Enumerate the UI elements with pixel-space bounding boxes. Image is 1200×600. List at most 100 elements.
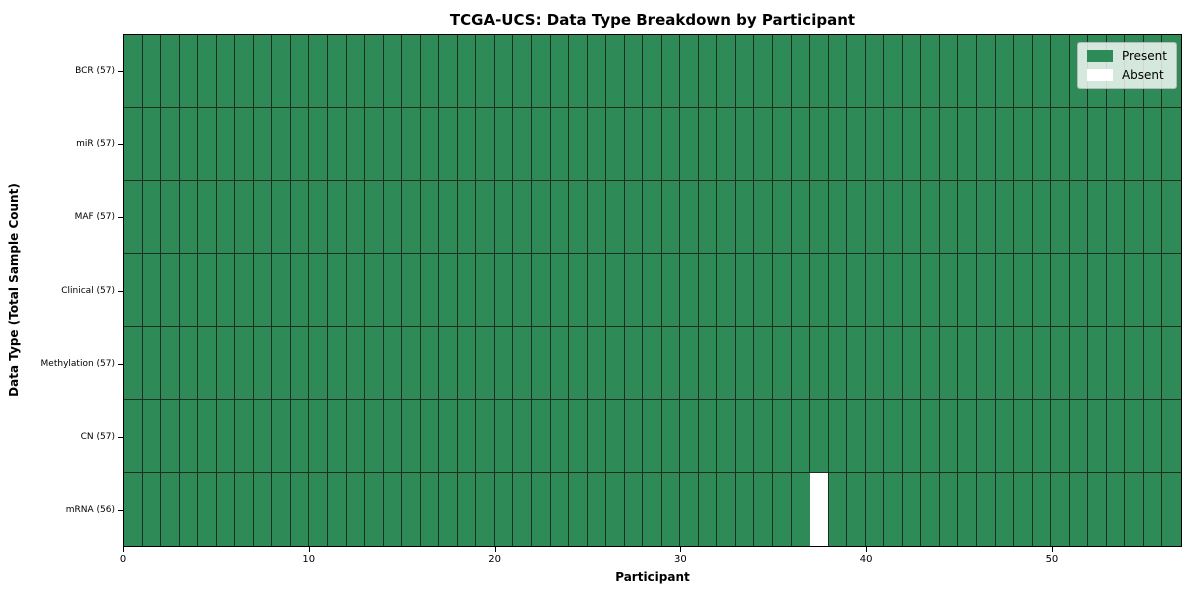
heatmap-cell [272, 473, 291, 546]
heatmap-cell [680, 327, 699, 400]
heatmap-cell [346, 35, 366, 108]
heatmap-cell [346, 254, 366, 327]
heatmap-cell [124, 254, 143, 327]
heatmap-cell [1088, 108, 1107, 181]
heatmap-cell [698, 473, 718, 546]
heatmap-cell [402, 327, 421, 400]
heatmap-cell [531, 254, 551, 327]
heatmap-cell [643, 181, 662, 254]
x-tick-label: 30 [673, 554, 687, 565]
heatmap-cell [865, 108, 885, 181]
heatmap-cell [1032, 473, 1052, 546]
heatmap-cell [606, 181, 625, 254]
heatmap-cell [884, 400, 903, 473]
heatmap-cell [921, 327, 940, 400]
heatmap-cell [958, 108, 978, 181]
heatmap-cell [569, 254, 588, 327]
heatmap-cell [1143, 254, 1163, 327]
heatmap-cell [587, 35, 607, 108]
heatmap-cell [717, 400, 736, 473]
heatmap-cell [939, 400, 959, 473]
heatmap-cell [365, 254, 384, 327]
heatmap-cell [958, 473, 978, 546]
heatmap-cell [661, 108, 681, 181]
heatmap-cell [791, 254, 811, 327]
heatmap-cell [346, 181, 366, 254]
y-tick-mark [118, 144, 123, 145]
x-tick-label: 40 [859, 554, 873, 565]
heatmap-cell [624, 327, 644, 400]
heatmap-cell [1069, 181, 1089, 254]
legend: Present Absent [1076, 42, 1177, 89]
heatmap-cell [327, 327, 347, 400]
heatmap-cell [773, 327, 792, 400]
heatmap-cell [1125, 473, 1144, 546]
heatmap-cell [457, 181, 477, 254]
heatmap-cell [791, 181, 811, 254]
heatmap-cell [884, 108, 903, 181]
heatmap-cell [661, 473, 681, 546]
heatmap-cell [216, 254, 236, 327]
heatmap-cell [1014, 473, 1033, 546]
heatmap-cell [494, 35, 514, 108]
heatmap-cell [1051, 108, 1070, 181]
heatmap-cell [995, 181, 1015, 254]
heatmap-cell [198, 327, 217, 400]
heatmap-cell [346, 473, 366, 546]
heatmap-cell [142, 35, 162, 108]
heatmap-cell [1106, 181, 1126, 254]
heatmap-cell [365, 473, 384, 546]
heatmap-cell [1051, 181, 1070, 254]
heatmap-cell [1106, 473, 1126, 546]
heatmap-cell [735, 400, 755, 473]
heatmap-cell [902, 254, 922, 327]
heatmap-cell [698, 108, 718, 181]
heatmap-cell [698, 254, 718, 327]
heatmap-cell [902, 181, 922, 254]
heatmap-cell [161, 181, 180, 254]
heatmap-cell [828, 327, 848, 400]
heatmap-cell [643, 400, 662, 473]
heatmap-cell [1162, 473, 1181, 546]
heatmap-cell [216, 35, 236, 108]
heatmap-cell [383, 108, 403, 181]
heatmap-cell [754, 327, 774, 400]
heatmap-cell [735, 327, 755, 400]
heatmap-cell [1125, 254, 1144, 327]
heatmap-cell [420, 327, 440, 400]
heatmap-cell [1014, 181, 1033, 254]
heatmap-cell [810, 254, 829, 327]
legend-swatch-absent [1086, 69, 1113, 81]
heatmap-cell [624, 400, 644, 473]
heatmap-cell [161, 327, 180, 400]
heatmap-cell [977, 35, 996, 108]
heatmap-cell [235, 327, 254, 400]
heatmap-cell [253, 254, 273, 327]
heatmap-cell [253, 473, 273, 546]
heatmap-cell [884, 254, 903, 327]
heatmap-cell [680, 473, 699, 546]
heatmap-cell [754, 35, 774, 108]
heatmap-cell [624, 254, 644, 327]
heatmap-cell [476, 108, 495, 181]
heatmap-cell [1125, 327, 1144, 400]
x-tick-label: 50 [1045, 554, 1059, 565]
heatmap-cell [420, 108, 440, 181]
heatmap-cell [513, 400, 532, 473]
heatmap-cell [272, 181, 291, 254]
heatmap-cell [124, 473, 143, 546]
heatmap-cell [754, 254, 774, 327]
heatmap-cell [680, 181, 699, 254]
heatmap-cell [161, 400, 180, 473]
heatmap-cell [550, 108, 570, 181]
heatmap-cell [1051, 35, 1070, 108]
legend-item: Present [1086, 49, 1167, 63]
heatmap-cell [309, 327, 328, 400]
heatmap-cell [921, 400, 940, 473]
heatmap-cell [810, 108, 829, 181]
heatmap-cell [680, 400, 699, 473]
heatmap-cell [1014, 400, 1033, 473]
heatmap-cell [476, 400, 495, 473]
heatmap-cell [290, 473, 310, 546]
heatmap-cell [958, 400, 978, 473]
